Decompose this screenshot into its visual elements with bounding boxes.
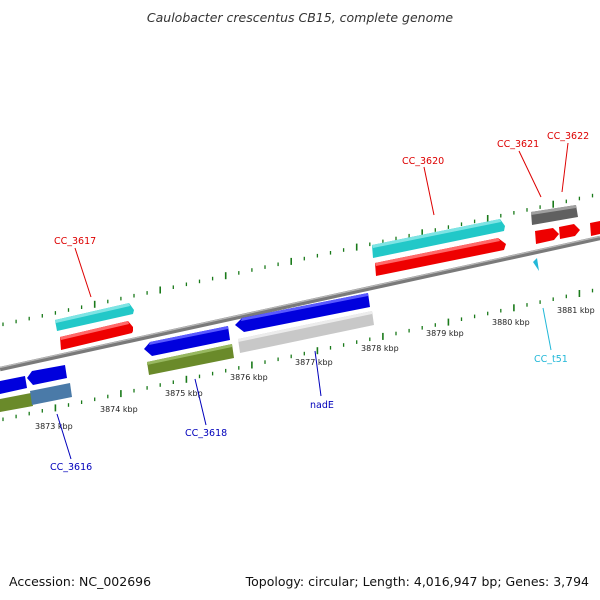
tick-label-3874: 3874 kbp bbox=[100, 405, 138, 414]
tick-label-group: 3873 kbp 3874 kbp 3875 kbp 3876 kbp 3877… bbox=[35, 306, 595, 431]
gene-cc3620-top bbox=[372, 219, 505, 258]
tick-label-3881: 3881 kbp bbox=[557, 306, 595, 315]
backbone-highlight bbox=[0, 235, 600, 369]
label-leader-lines bbox=[56, 142, 569, 460]
gene-label-cc3621[interactable]: CC_3621 bbox=[497, 139, 539, 150]
gene-cc3621-arrow bbox=[535, 228, 559, 244]
gene-cc3617-bottom bbox=[60, 321, 133, 350]
gene-label-nade[interactable]: nadE bbox=[310, 400, 334, 411]
gene-label-cc3622[interactable]: CC_3622 bbox=[547, 131, 589, 142]
reverse-strand-features bbox=[0, 258, 539, 412]
gene-cc3622-feature[interactable] bbox=[559, 221, 600, 239]
gene-cc3616-top-left bbox=[0, 376, 27, 394]
tick-label-3877: 3877 kbp bbox=[295, 358, 333, 367]
gene-cct51-marker bbox=[533, 258, 539, 271]
gene-nade-bottom-sheen bbox=[238, 311, 372, 342]
leader-nade bbox=[314, 350, 322, 397]
gene-cct51-feature[interactable] bbox=[533, 258, 539, 271]
gene-label-group: CC_3617 CC_3620 CC_3621 CC_3622 CC_3616 … bbox=[50, 131, 589, 473]
backbone-line bbox=[0, 235, 600, 372]
reverse-tick-row bbox=[2, 288, 594, 422]
tick-label-3873: 3873 kbp bbox=[35, 422, 73, 431]
gene-label-cct51[interactable]: CC_t51 bbox=[534, 354, 568, 365]
gene-cc3617-sheen bbox=[55, 303, 130, 323]
forward-tick-row bbox=[2, 193, 594, 327]
gene-label-cc3616[interactable]: CC_3616 bbox=[50, 462, 92, 473]
gene-cc3618-feature[interactable] bbox=[144, 326, 234, 375]
leader-cc3622 bbox=[561, 142, 569, 193]
genome-backbone bbox=[0, 235, 600, 372]
gene-cc3618-top-arrow bbox=[144, 326, 230, 356]
accession-text: Accession: NC_002696 bbox=[9, 574, 151, 589]
gene-cc3616-bottom-steel bbox=[30, 383, 72, 405]
tick-label-3876: 3876 kbp bbox=[230, 373, 268, 382]
gene-cc3621-sheen bbox=[531, 205, 576, 215]
gene-cc3621-block bbox=[531, 205, 578, 225]
gene-nade-sheen bbox=[241, 293, 368, 321]
gene-cc3616-bottom-olive bbox=[0, 393, 33, 412]
gene-cc3618-bottom-sheen bbox=[147, 344, 232, 365]
tick-label-3879: 3879 kbp bbox=[426, 329, 464, 338]
gene-nade-top-arrow bbox=[235, 293, 370, 332]
gene-cc3620-sheen bbox=[372, 219, 501, 248]
gene-cc3621-feature[interactable] bbox=[531, 205, 578, 244]
leader-cc3621 bbox=[518, 150, 542, 198]
gene-cc3622-arrow bbox=[559, 224, 580, 239]
forward-strand-features bbox=[55, 205, 600, 350]
gene-nade-bottom bbox=[238, 311, 374, 353]
tick-label-3878: 3878 kbp bbox=[361, 344, 399, 353]
genome-title: Caulobacter crescentus CB15, complete ge… bbox=[147, 10, 453, 25]
leader-cc3617 bbox=[74, 247, 92, 298]
gene-cc3617-top bbox=[55, 303, 134, 331]
gene-label-cc3618[interactable]: CC_3618 bbox=[185, 428, 227, 439]
gene-nade-feature[interactable] bbox=[235, 293, 374, 353]
leader-cct51 bbox=[542, 307, 552, 351]
gene-label-cc3617[interactable]: CC_3617 bbox=[54, 236, 96, 247]
gene-cc3616-feature[interactable] bbox=[0, 365, 72, 412]
tick-label-3875: 3875 kbp bbox=[165, 389, 203, 398]
gene-label-cc3620[interactable]: CC_3620 bbox=[402, 156, 444, 167]
gene-cc3620-bottom bbox=[375, 238, 506, 276]
tick-label-3880: 3880 kbp bbox=[492, 318, 530, 327]
gene-next-arrow bbox=[590, 221, 600, 236]
gene-cc3616-top-arrow bbox=[27, 365, 67, 385]
gene-cc3617-feature[interactable] bbox=[55, 303, 134, 350]
gene-cc3618-bottom bbox=[147, 344, 234, 375]
leader-cc3618 bbox=[194, 378, 207, 426]
gene-cc3617-bottom-sheen bbox=[60, 321, 129, 340]
leader-cc3620 bbox=[423, 166, 435, 216]
leader-cc3616 bbox=[56, 413, 72, 460]
gene-cc3618-sheen bbox=[149, 326, 228, 345]
genome-summary-text: Topology: circular; Length: 4,016,947 bp… bbox=[245, 574, 589, 589]
gene-cc3620-feature[interactable] bbox=[372, 219, 506, 276]
gene-cc3620-bottom-sheen bbox=[375, 238, 500, 266]
